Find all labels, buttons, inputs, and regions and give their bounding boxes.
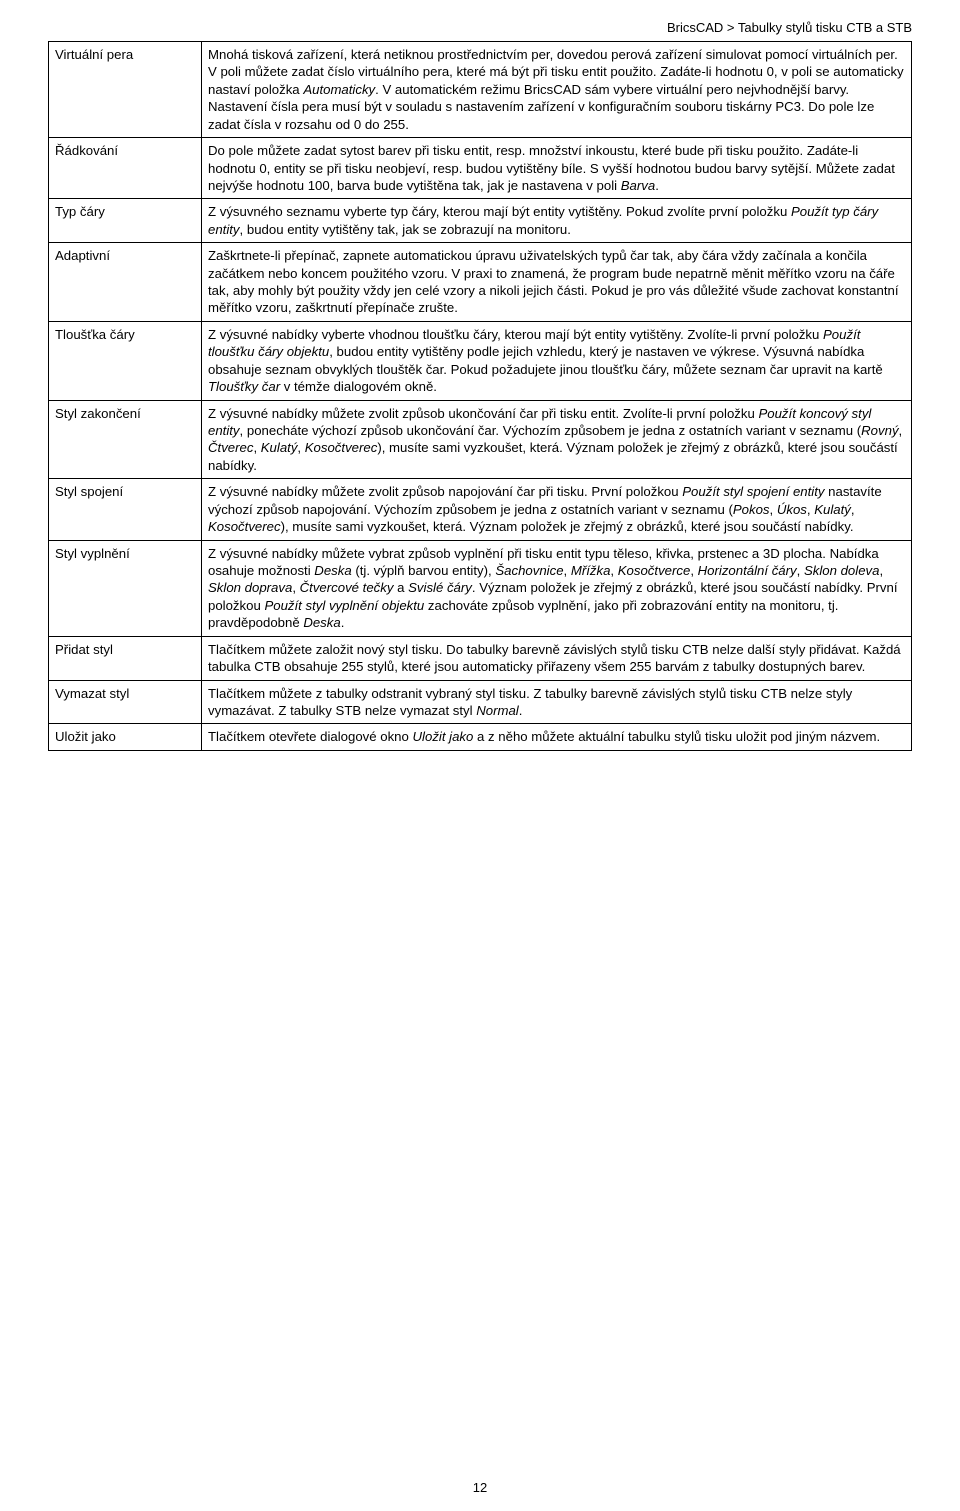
italic-text: Čtverec xyxy=(208,440,253,455)
italic-text: Kosočtverec xyxy=(208,519,281,534)
text: Z výsuvné nabídky můžete zvolit způsob u… xyxy=(208,406,758,421)
text: , budou entity vytištěny tak, jak se zob… xyxy=(240,222,571,237)
text: ), musíte sami vyzkoušet, která. Význam … xyxy=(281,519,854,534)
row-desc: Z výsuvného seznamu vyberte typ čáry, kt… xyxy=(202,199,912,243)
table-row: Adaptivní Zaškrtnete-li přepínač, zapnet… xyxy=(49,243,912,322)
text: , xyxy=(610,563,617,578)
text: , xyxy=(851,502,855,517)
row-label: Virtuální pera xyxy=(49,42,202,138)
italic-text: Automaticky xyxy=(303,82,375,97)
text: a z něho můžete aktuální tabulku stylů t… xyxy=(473,729,880,744)
table-row: Řádkování Do pole můžete zadat sytost ba… xyxy=(49,138,912,199)
row-desc: Z výsuvné nabídky vyberte vhodnou tloušť… xyxy=(202,321,912,400)
breadcrumb: BricsCAD > Tabulky stylů tisku CTB a STB xyxy=(48,20,912,35)
italic-text: Svislé čáry xyxy=(408,580,472,595)
row-label: Přidat styl xyxy=(49,636,202,680)
page: BricsCAD > Tabulky stylů tisku CTB a STB… xyxy=(0,0,960,1511)
text: , xyxy=(770,502,777,517)
text: , xyxy=(564,563,571,578)
text: , xyxy=(292,580,299,595)
italic-text: Čtvercové tečky xyxy=(300,580,394,595)
text: a xyxy=(393,580,408,595)
text: Z výsuvné nabídky můžete zvolit způsob n… xyxy=(208,484,682,499)
text: Z výsuvné nabídky vyberte vhodnou tloušť… xyxy=(208,327,823,342)
row-desc: Tlačítkem můžete z tabulky odstranit vyb… xyxy=(202,680,912,724)
text: . xyxy=(341,615,345,630)
row-desc: Z výsuvné nabídky můžete zvolit způsob u… xyxy=(202,400,912,479)
row-label: Řádkování xyxy=(49,138,202,199)
table-row: Uložit jako Tlačítkem otevřete dialogové… xyxy=(49,724,912,750)
row-label: Vymazat styl xyxy=(49,680,202,724)
text: , xyxy=(253,440,260,455)
italic-text: Rovný xyxy=(861,423,898,438)
italic-text: Sklon doprava xyxy=(208,580,292,595)
row-desc: Z výsuvné nabídky můžete zvolit způsob n… xyxy=(202,479,912,540)
text: Tlačítkem můžete založit nový styl tisku… xyxy=(208,642,901,674)
row-label: Uložit jako xyxy=(49,724,202,750)
italic-text: Kosočtverec xyxy=(305,440,378,455)
italic-text: Kulatý xyxy=(814,502,851,517)
italic-text: Deska xyxy=(303,615,340,630)
text: , ponecháte výchozí způsob ukončování ča… xyxy=(240,423,862,438)
italic-text: Tloušťky čar xyxy=(208,379,280,394)
row-label: Typ čáry xyxy=(49,199,202,243)
text: . xyxy=(519,703,523,718)
text: , xyxy=(899,423,903,438)
row-desc: Zaškrtnete-li přepínač, zapnete automati… xyxy=(202,243,912,322)
italic-text: Normal xyxy=(476,703,519,718)
row-label: Styl vyplnění xyxy=(49,540,202,636)
italic-text: Pokos xyxy=(733,502,770,517)
row-label: Adaptivní xyxy=(49,243,202,322)
table-row: Styl spojení Z výsuvné nabídky můžete zv… xyxy=(49,479,912,540)
table-row: Typ čáry Z výsuvného seznamu vyberte typ… xyxy=(49,199,912,243)
text: , xyxy=(879,563,883,578)
italic-text: Sklon doleva xyxy=(804,563,880,578)
table-row: Styl vyplnění Z výsuvné nabídky můžete v… xyxy=(49,540,912,636)
table-row: Vymazat styl Tlačítkem můžete z tabulky … xyxy=(49,680,912,724)
italic-text: Kosočtverce xyxy=(618,563,691,578)
page-number: 12 xyxy=(0,1480,960,1495)
row-desc: Tlačítkem můžete založit nový styl tisku… xyxy=(202,636,912,680)
text: Zaškrtnete-li přepínač, zapnete automati… xyxy=(208,248,899,315)
text: Tlačítkem otevřete dialogové okno xyxy=(208,729,413,744)
table-row: Přidat styl Tlačítkem můžete založit nov… xyxy=(49,636,912,680)
italic-text: Uložit jako xyxy=(413,729,474,744)
properties-table: Virtuální pera Mnohá tisková zařízení, k… xyxy=(48,41,912,751)
italic-text: Kulatý xyxy=(261,440,298,455)
text: Z výsuvného seznamu vyberte typ čáry, kt… xyxy=(208,204,791,219)
row-label: Styl zakončení xyxy=(49,400,202,479)
italic-text: Mřížka xyxy=(571,563,611,578)
row-desc: Do pole můžete zadat sytost barev při ti… xyxy=(202,138,912,199)
italic-text: Použít styl spojení entity xyxy=(682,484,824,499)
text: Do pole můžete zadat sytost barev při ti… xyxy=(208,143,895,193)
table-row: Virtuální pera Mnohá tisková zařízení, k… xyxy=(49,42,912,138)
italic-text: Šachovnice xyxy=(495,563,563,578)
row-desc: Z výsuvné nabídky můžete vybrat způsob v… xyxy=(202,540,912,636)
text: (tj. výplň barvou entity), xyxy=(352,563,496,578)
text: , xyxy=(690,563,697,578)
text: Tlačítkem můžete z tabulky odstranit vyb… xyxy=(208,686,852,718)
italic-text: Deska xyxy=(314,563,351,578)
row-desc: Tlačítkem otevřete dialogové okno Uložit… xyxy=(202,724,912,750)
text: . xyxy=(655,178,659,193)
text: , xyxy=(297,440,304,455)
row-label: Tloušťka čáry xyxy=(49,321,202,400)
table-row: Styl zakončení Z výsuvné nabídky můžete … xyxy=(49,400,912,479)
row-desc: Mnohá tisková zařízení, která netiknou p… xyxy=(202,42,912,138)
text: v témže dialogovém okně. xyxy=(280,379,437,394)
row-label: Styl spojení xyxy=(49,479,202,540)
table-row: Tloušťka čáry Z výsuvné nabídky vyberte … xyxy=(49,321,912,400)
italic-text: Barva xyxy=(621,178,655,193)
italic-text: Horizontální čáry xyxy=(698,563,797,578)
italic-text: Použít styl vyplnění objektu xyxy=(264,598,424,613)
italic-text: Úkos xyxy=(777,502,807,517)
text: , xyxy=(797,563,804,578)
